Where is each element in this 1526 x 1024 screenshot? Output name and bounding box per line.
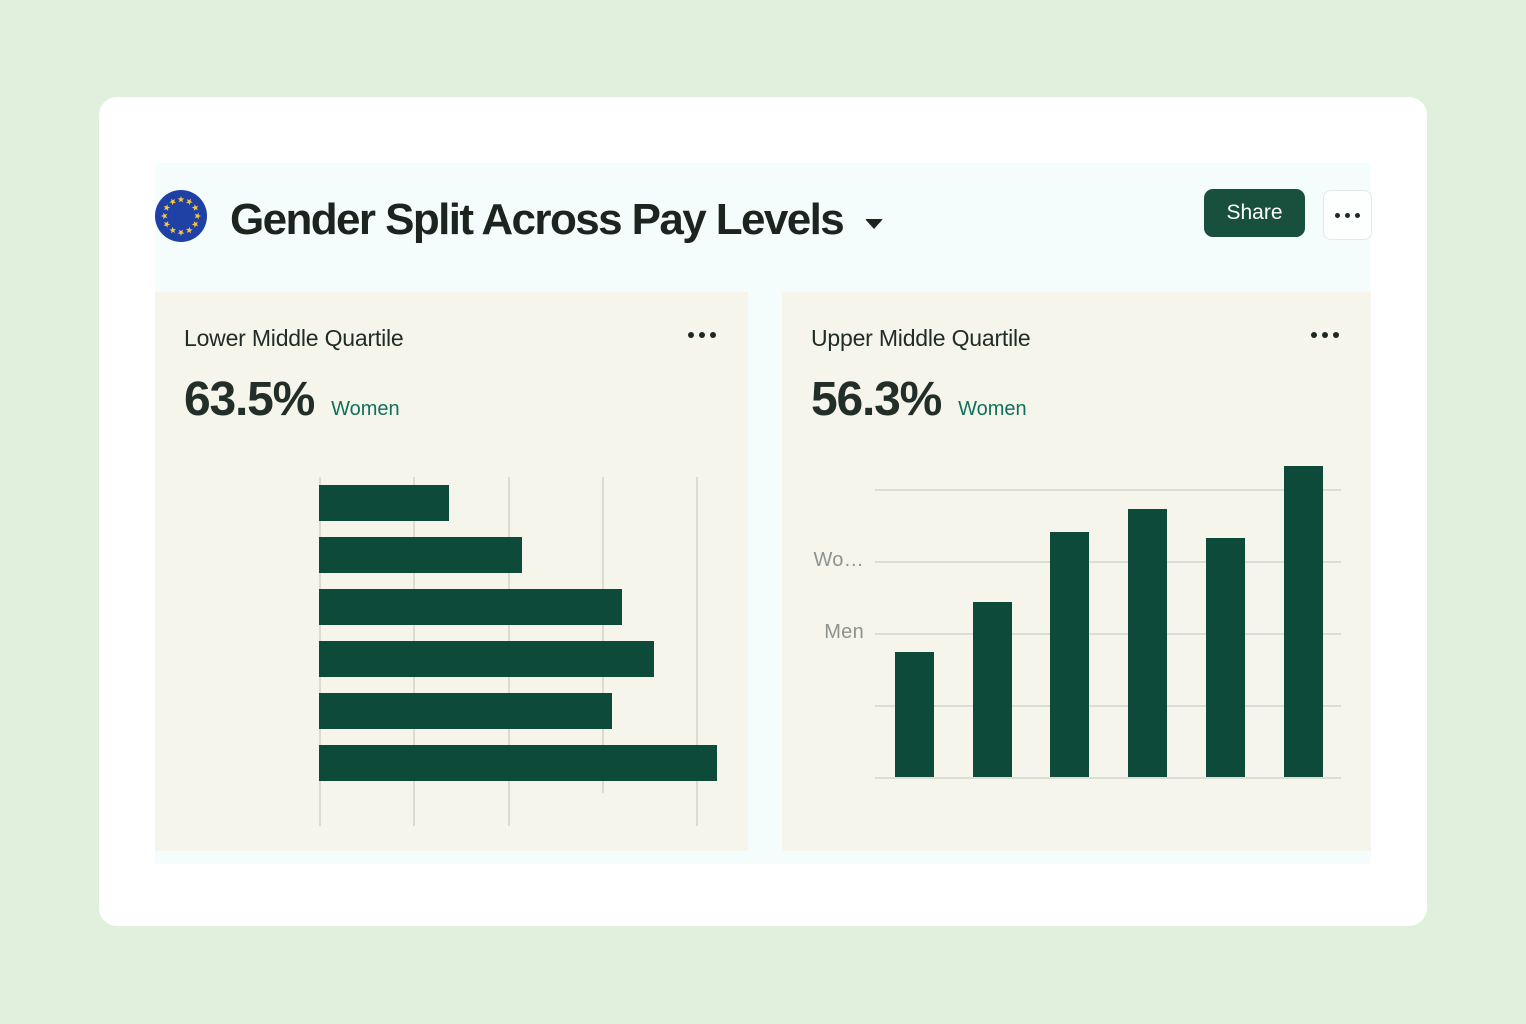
- stat-block: 63.5% Women: [184, 372, 400, 427]
- y-tick-label: Wo…: [813, 549, 864, 571]
- panel-upper-middle-quartile: Upper Middle Quartile 56.3% Women Men Wo…: [782, 292, 1371, 851]
- chart-gridline: [875, 561, 1341, 563]
- share-button[interactable]: Share: [1204, 189, 1305, 237]
- panel-lower-middle-quartile: Lower Middle Quartile 63.5% Women: [155, 292, 748, 851]
- chart-gridline: [696, 477, 699, 826]
- chart-gridline: [875, 489, 1341, 491]
- header-more-options-button[interactable]: [1323, 190, 1372, 240]
- chart-bar: [895, 652, 934, 777]
- horizontal-bar-chart: [155, 292, 748, 851]
- chart-bar: [319, 745, 717, 781]
- panel-more-options-button[interactable]: [688, 332, 716, 338]
- chart-bar: [319, 693, 612, 729]
- report-section: Gender Split Across Pay Levels Share Low…: [155, 163, 1372, 864]
- more-options-icon: [1335, 212, 1360, 218]
- panel-title: Lower Middle Quartile: [184, 325, 404, 351]
- stat-label: Women: [958, 398, 1027, 420]
- panel-more-options-button[interactable]: [1311, 332, 1339, 338]
- stat-value: 56.3%: [811, 373, 942, 426]
- dashboard-card: Gender Split Across Pay Levels Share Low…: [99, 97, 1427, 926]
- chart-bar: [319, 641, 654, 677]
- chart-gridline: [875, 633, 1341, 635]
- chevron-down-icon: [865, 219, 884, 230]
- y-tick-label: Men: [824, 621, 864, 643]
- chart-bar: [1050, 532, 1089, 777]
- chart-bar: [319, 485, 449, 521]
- chart-gridline: [875, 777, 1341, 779]
- stat-block: 56.3% Women: [811, 372, 1027, 427]
- page-title: Gender Split Across Pay Levels: [230, 195, 845, 244]
- chart-gridline: [875, 705, 1341, 707]
- eu-flag-icon: [155, 190, 207, 242]
- chart-bar: [1284, 466, 1323, 777]
- chart-bar: [319, 537, 522, 573]
- chart-bar: [1206, 538, 1245, 777]
- stat-label: Women: [331, 398, 400, 420]
- chart-bar: [319, 589, 622, 625]
- vertical-bar-chart: Men Wo…: [782, 292, 1371, 851]
- chart-bar: [1128, 509, 1167, 777]
- title-dropdown[interactable]: Gender Split Across Pay Levels: [230, 195, 884, 244]
- chart-bar: [973, 602, 1012, 777]
- stat-value: 63.5%: [184, 373, 315, 426]
- chart-gridline: [601, 477, 604, 793]
- panel-title: Upper Middle Quartile: [811, 325, 1031, 351]
